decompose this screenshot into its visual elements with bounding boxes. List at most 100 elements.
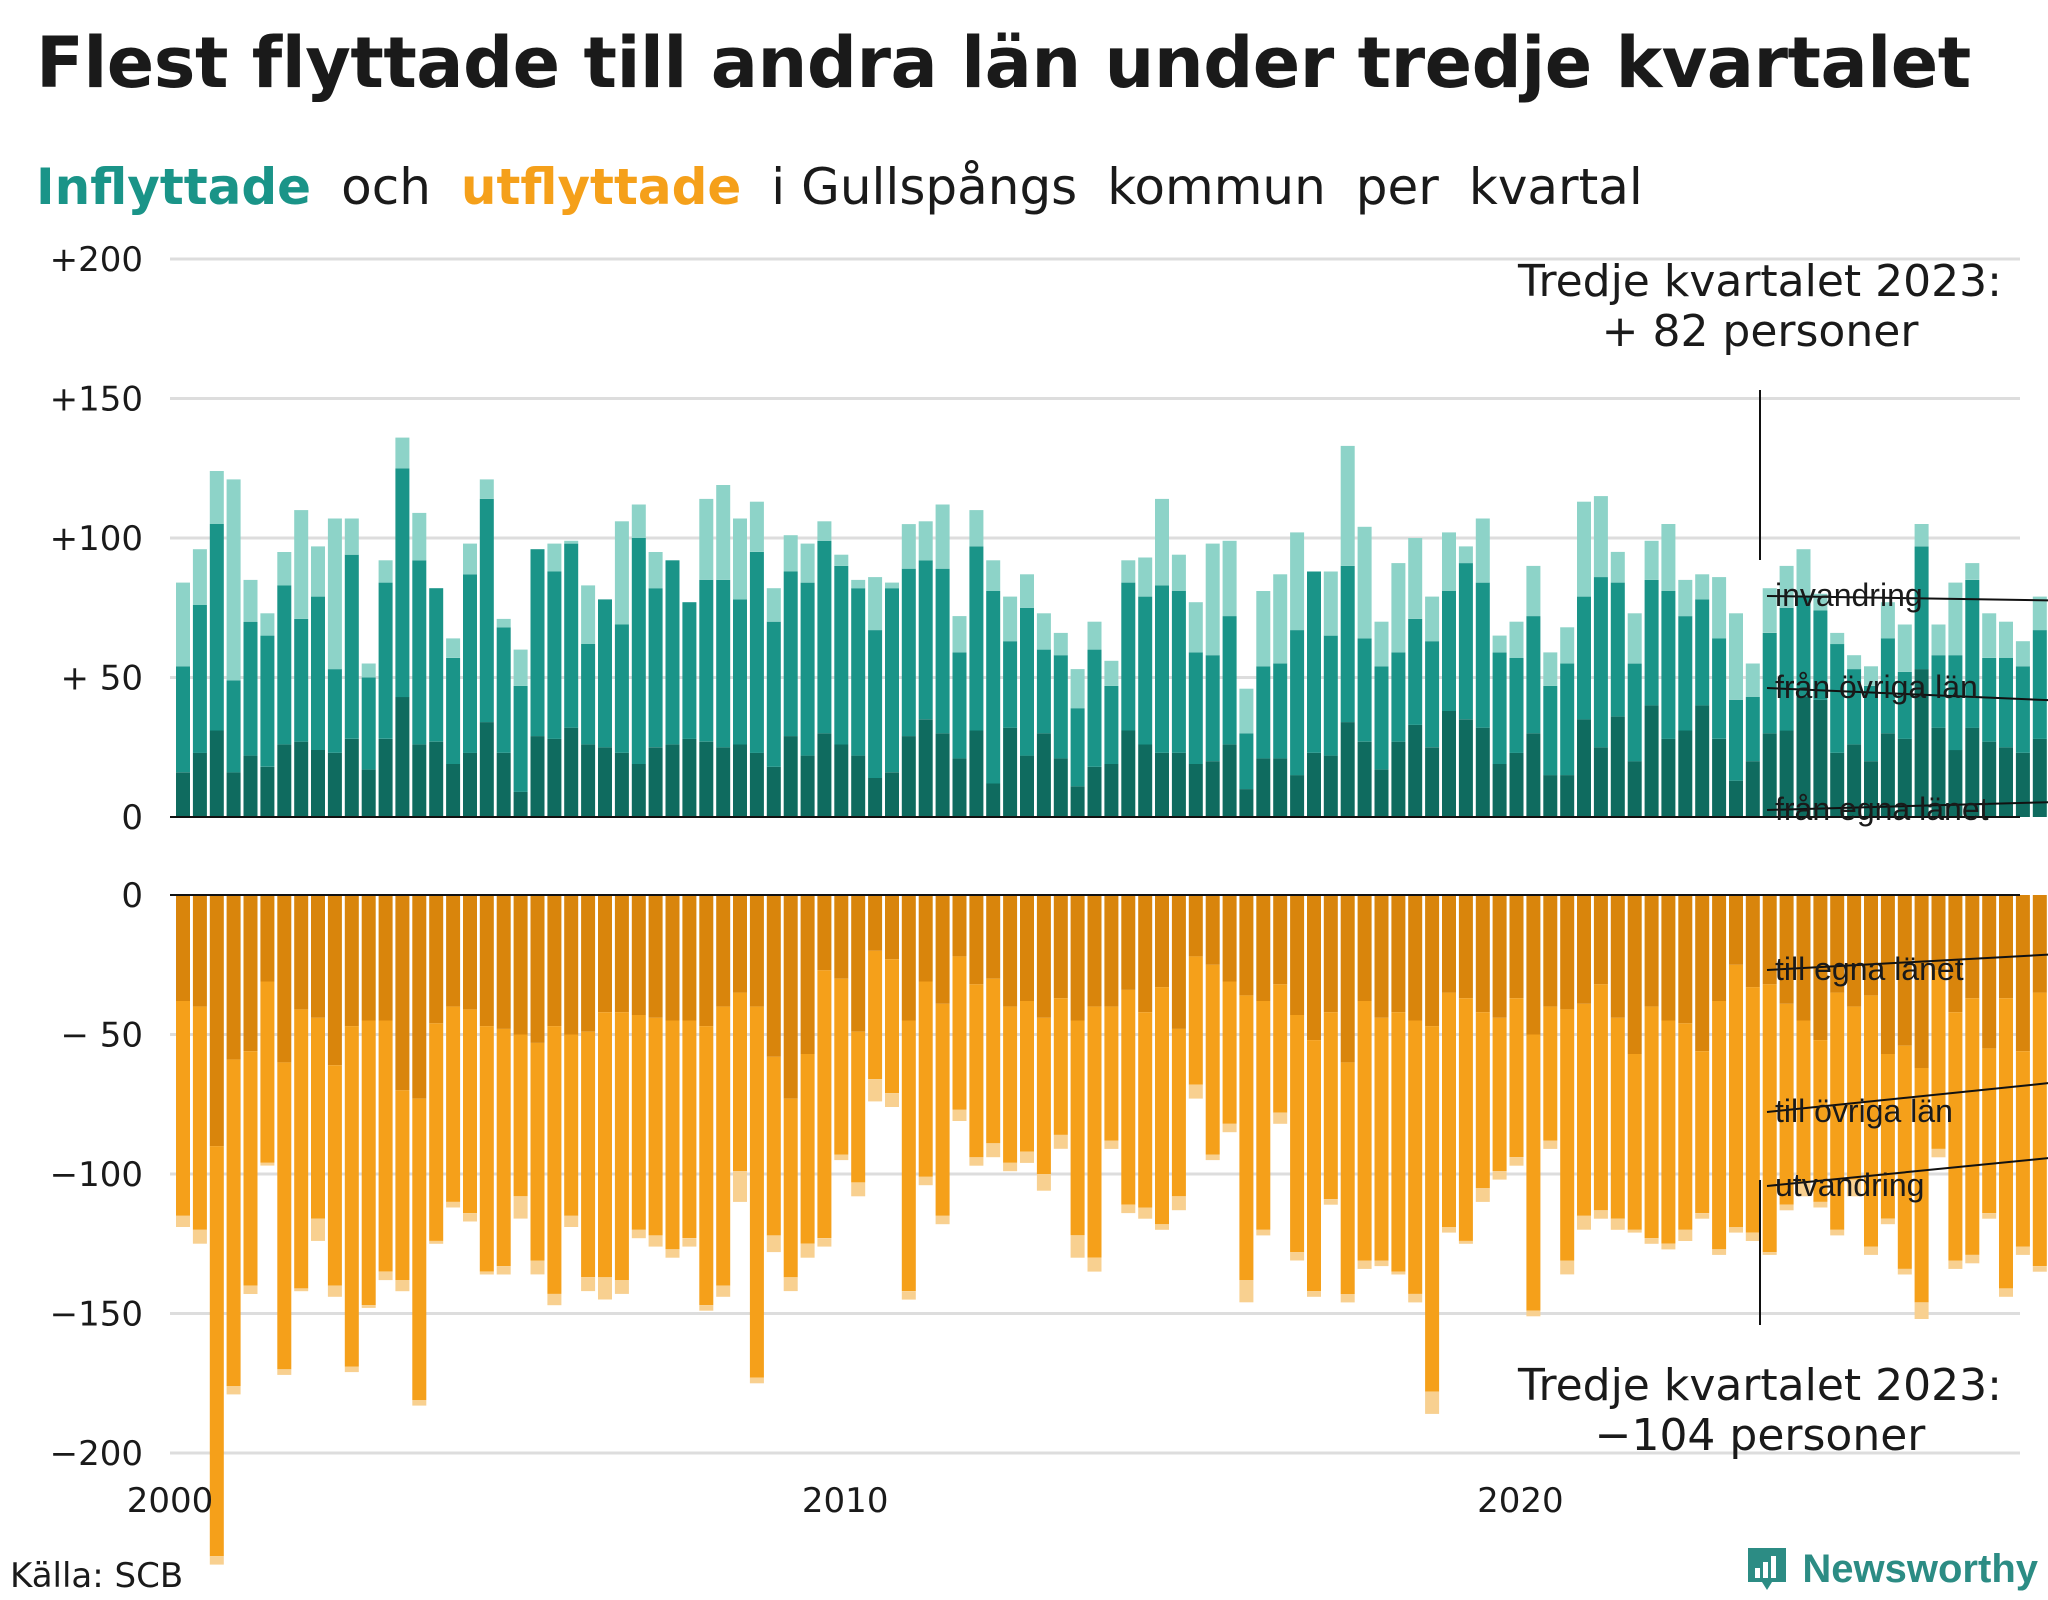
bar-outflow-segment xyxy=(1307,1291,1321,1297)
bar-outflow-segment xyxy=(2032,992,2047,1266)
bar-outflow-segment xyxy=(294,1288,309,1292)
bar-outflow-segment xyxy=(1323,1012,1338,1200)
bar-outflow-segment xyxy=(1425,1026,1440,1392)
bar-inflow-segment xyxy=(1948,655,1963,751)
bar-inflow-segment xyxy=(1171,752,1186,817)
bar-inflow-segment xyxy=(1526,565,1541,617)
bar-outflow-segment xyxy=(648,895,663,1018)
bar-inflow-segment xyxy=(564,727,579,817)
bar-outflow-segment xyxy=(1020,1151,1034,1163)
series-label: från egna länet xyxy=(1775,791,1989,827)
y-tick-label: + 50 xyxy=(60,659,143,699)
bar-outflow-segment xyxy=(952,1109,967,1121)
bar-inflow-segment xyxy=(1273,574,1288,664)
bar-inflow-segment xyxy=(1830,632,1845,645)
bar-outflow-segment xyxy=(1577,1003,1591,1216)
bar-inflow-segment xyxy=(479,722,494,817)
bar-inflow-segment xyxy=(834,744,849,817)
bar-outflow-segment xyxy=(1003,895,1018,1007)
bar-outflow-segment xyxy=(1729,895,1743,965)
top-annotation-line1: Tredje kvartalet 2023: xyxy=(1517,256,2002,307)
bar-outflow-segment xyxy=(361,895,376,1021)
series-label: till övriga län xyxy=(1775,1093,1953,1129)
bar-outflow-segment xyxy=(817,1238,832,1247)
bar-inflow-segment xyxy=(1796,697,1811,817)
bar-outflow-segment xyxy=(1779,1003,1794,1205)
bar-outflow-segment xyxy=(1036,895,1051,1018)
bar-outflow-segment xyxy=(918,1176,933,1186)
bar-inflow-segment xyxy=(1948,582,1963,656)
bar-outflow-segment xyxy=(1931,895,1946,971)
bar-outflow-segment xyxy=(733,895,747,993)
bar-inflow-segment xyxy=(463,752,477,817)
bar-outflow-segment xyxy=(1745,1232,1760,1241)
bar-outflow-segment xyxy=(1425,895,1440,1027)
bar-inflow-segment xyxy=(1560,627,1575,664)
bar-inflow-segment xyxy=(1982,741,1997,817)
bar-inflow-segment xyxy=(1796,549,1811,597)
bar-inflow-segment xyxy=(564,543,579,728)
chart-title: Flest flyttade till andra län under tred… xyxy=(36,22,1971,104)
bar-inflow-segment xyxy=(1610,551,1625,583)
bar-inflow-segment xyxy=(1762,588,1777,633)
bar-inflow-segment xyxy=(1948,750,1963,817)
bar-inflow-segment xyxy=(530,549,545,737)
bar-inflow-segment xyxy=(817,540,832,734)
bar-inflow-segment xyxy=(1880,602,1895,639)
bar-inflow-segment xyxy=(1475,727,1490,817)
bar-inflow-segment xyxy=(1593,577,1608,748)
bar-inflow-segment xyxy=(648,552,663,589)
bar-inflow-segment xyxy=(1729,699,1743,781)
bar-inflow-segment xyxy=(412,512,427,561)
x-axis: 2000 2010 2020 xyxy=(127,1481,1564,1521)
bar-inflow-segment xyxy=(1425,641,1440,748)
bar-inflow-segment xyxy=(260,635,275,767)
bar-inflow-segment xyxy=(1391,741,1406,817)
bar-inflow-segment xyxy=(294,618,309,742)
bar-inflow-segment xyxy=(783,535,798,572)
bar-inflow-segment xyxy=(344,738,359,817)
bar-inflow-segment xyxy=(1813,699,1828,817)
bar-outflow-segment xyxy=(2015,895,2030,1052)
bar-inflow-segment xyxy=(766,621,781,767)
bar-outflow-segment xyxy=(1661,1020,1676,1244)
bar-inflow-segment xyxy=(1779,607,1794,731)
bar-inflow-segment xyxy=(1155,585,1169,753)
series-label: invandring xyxy=(1775,577,1923,613)
bar-outflow-segment xyxy=(885,895,899,960)
bar-inflow-segment xyxy=(783,736,798,817)
bar-inflow-segment xyxy=(327,518,342,670)
bar-inflow-segment xyxy=(868,777,883,817)
bar-inflow-segment xyxy=(1509,752,1524,817)
bar-inflow-segment xyxy=(2015,752,2030,817)
bar-outflow-segment xyxy=(344,1366,359,1373)
bar-inflow-segment xyxy=(1104,660,1119,686)
bar-inflow-segment xyxy=(1374,769,1389,817)
bar-inflow-segment xyxy=(530,736,545,817)
bar-inflow-segment xyxy=(1543,652,1558,686)
bar-inflow-segment xyxy=(1864,685,1878,762)
bar-outflow-segment xyxy=(1543,1006,1558,1141)
bar-outflow-segment xyxy=(1205,964,1220,1155)
bar-outflow-segment xyxy=(1610,1017,1625,1219)
bar-outflow-segment xyxy=(1492,1171,1507,1180)
y-tick-label: −150 xyxy=(50,1295,143,1335)
bar-outflow-segment xyxy=(581,1277,596,1292)
bar-outflow-segment xyxy=(1593,895,1608,985)
bar-outflow-segment xyxy=(1458,1241,1473,1244)
series-label: från övriga län xyxy=(1775,669,1978,705)
bar-outflow-segment xyxy=(631,1015,646,1230)
bar-inflow-segment xyxy=(1087,766,1102,817)
bar-outflow-segment xyxy=(1813,1201,1828,1208)
bar-inflow-segment xyxy=(479,479,494,499)
bar-outflow-segment xyxy=(226,1059,241,1386)
bar-outflow-segment xyxy=(1695,1213,1710,1219)
bar-inflow-segment xyxy=(665,560,680,745)
bar-outflow-segment xyxy=(1830,895,1845,993)
bar-inflow-segment xyxy=(1475,582,1490,728)
bar-outflow-segment xyxy=(1762,895,1777,985)
bar-inflow-segment xyxy=(1965,727,1980,817)
bar-outflow-segment xyxy=(1171,1028,1186,1197)
bar-outflow-segment xyxy=(513,1196,528,1219)
bar-inflow-segment xyxy=(1864,761,1878,817)
